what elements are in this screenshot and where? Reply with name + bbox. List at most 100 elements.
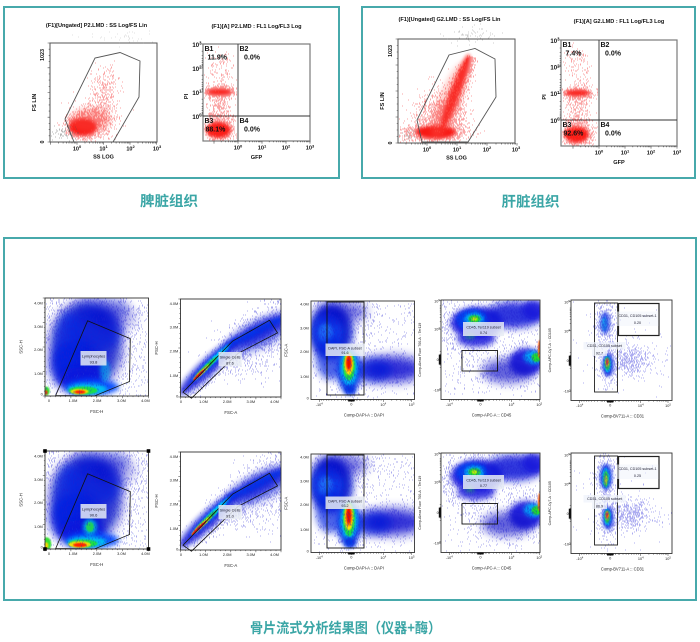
svg-text:-104: -104 <box>316 402 324 407</box>
svg-text:0: 0 <box>307 548 310 553</box>
svg-text:102: 102 <box>282 143 291 151</box>
svg-text:FS LIN: FS LIN <box>32 94 38 111</box>
svg-text:0: 0 <box>479 402 482 407</box>
svg-text:103: 103 <box>673 148 682 156</box>
svg-text:PI: PI <box>184 93 190 99</box>
svg-text:SS LOG: SS LOG <box>446 156 467 162</box>
svg-text:3.0M: 3.0M <box>300 326 309 331</box>
svg-text:SS LOG: SS LOG <box>93 155 114 161</box>
svg-text:100: 100 <box>550 117 560 125</box>
svg-text:2.0M: 2.0M <box>170 502 179 507</box>
svg-text:-104: -104 <box>316 555 324 560</box>
svg-text:-104: -104 <box>446 555 454 560</box>
svg-text:3.0M: 3.0M <box>117 398 126 403</box>
svg-text:0: 0 <box>176 393 179 398</box>
svg-text:91.6: 91.6 <box>341 351 348 355</box>
svg-text:3.0M: 3.0M <box>300 479 309 484</box>
svg-text:0: 0 <box>180 399 183 404</box>
svg-text:92.7: 92.7 <box>596 352 603 356</box>
svg-text:103: 103 <box>153 144 162 152</box>
svg-text:0: 0 <box>180 552 183 557</box>
svg-text:0: 0 <box>350 555 353 560</box>
svg-text:0.0%: 0.0% <box>244 127 261 134</box>
svg-text:0.74: 0.74 <box>480 331 487 335</box>
svg-text:0: 0 <box>41 391 44 396</box>
svg-text:SSC-H: SSC-H <box>19 340 24 353</box>
svg-text:(F1)[A] P2.LMD : FL1 Log/FL3 L: (F1)[A] P2.LMD : FL1 Log/FL3 Log <box>211 24 302 30</box>
svg-text:100: 100 <box>73 144 82 152</box>
svg-text:FSC-A: FSC-A <box>283 497 288 510</box>
svg-text:4.0M: 4.0M <box>34 300 43 305</box>
svg-text:CD31, CD105 subset-1: CD31, CD105 subset-1 <box>618 314 656 318</box>
svg-text:105: 105 <box>665 403 671 408</box>
svg-text:102: 102 <box>192 65 202 73</box>
svg-text:CD31, CD105 subset: CD31, CD105 subset <box>587 344 622 348</box>
svg-text:1.0M: 1.0M <box>34 524 43 529</box>
svg-text:0: 0 <box>437 510 440 515</box>
svg-text:1.0M: 1.0M <box>170 373 179 378</box>
svg-text:0: 0 <box>388 142 394 145</box>
svg-text:3.0M: 3.0M <box>34 477 43 482</box>
svg-text:4.0M: 4.0M <box>170 301 179 306</box>
svg-text:FSC-H: FSC-H <box>90 409 103 414</box>
svg-text:93.8: 93.8 <box>90 360 99 365</box>
svg-text:3.0M: 3.0M <box>34 324 43 329</box>
svg-text:B1: B1 <box>205 46 214 53</box>
svg-text:104: 104 <box>638 403 644 408</box>
svg-text:101: 101 <box>550 90 560 98</box>
svg-text:1.0M: 1.0M <box>300 527 309 532</box>
svg-text:102: 102 <box>126 144 135 152</box>
svg-text:2.0M: 2.0M <box>93 398 102 403</box>
svg-text:2.0M: 2.0M <box>223 399 232 404</box>
svg-text:1.0M: 1.0M <box>199 552 208 557</box>
svg-text:Comp-APC-A :: CD45: Comp-APC-A :: CD45 <box>472 566 512 571</box>
svg-text:Comp-DAPI-A :: DAPI: Comp-DAPI-A :: DAPI <box>344 566 384 571</box>
svg-text:104: 104 <box>509 402 515 407</box>
svg-text:4.0M: 4.0M <box>300 302 309 307</box>
svg-text:103: 103 <box>306 143 315 151</box>
svg-text:4.0M: 4.0M <box>270 552 279 557</box>
svg-text:4.0M: 4.0M <box>300 455 309 460</box>
svg-text:4.0M: 4.0M <box>270 399 279 404</box>
svg-text:101: 101 <box>258 143 267 151</box>
svg-text:104: 104 <box>434 326 440 331</box>
svg-text:1.0M: 1.0M <box>170 526 179 531</box>
svg-text:2.0M: 2.0M <box>34 500 43 505</box>
svg-text:1.0M: 1.0M <box>300 374 309 379</box>
svg-text:11.9%: 11.9% <box>208 55 228 62</box>
svg-text:0: 0 <box>40 141 46 144</box>
svg-text:105: 105 <box>409 555 415 560</box>
svg-text:100: 100 <box>192 113 202 121</box>
svg-text:PI: PI <box>542 94 548 100</box>
svg-text:3.0M: 3.0M <box>170 324 179 329</box>
svg-text:-103: -103 <box>564 388 572 393</box>
svg-text:Lymphocytes: Lymphocytes <box>82 354 105 359</box>
svg-text:0.0%: 0.0% <box>244 55 261 62</box>
svg-text:1.0M: 1.0M <box>34 371 43 376</box>
svg-text:105: 105 <box>536 555 542 560</box>
svg-text:Single Cells: Single Cells <box>219 355 240 360</box>
svg-text:-103: -103 <box>434 387 442 392</box>
svg-text:105: 105 <box>665 556 671 561</box>
svg-text:103: 103 <box>512 145 521 153</box>
svg-text:CD45, Ter119 subset: CD45, Ter119 subset <box>466 479 500 483</box>
svg-text:101: 101 <box>453 145 462 153</box>
svg-text:1.0M: 1.0M <box>199 399 208 404</box>
svg-text:105: 105 <box>536 402 542 407</box>
svg-text:0.0%: 0.0% <box>605 131 622 138</box>
svg-text:FS LIN: FS LIN <box>380 92 386 109</box>
svg-text:0: 0 <box>567 511 570 516</box>
svg-text:-104: -104 <box>576 556 584 561</box>
svg-text:88.1%: 88.1% <box>206 127 227 134</box>
svg-text:(F1)[A] G2.LMD : FL1 Log/FL3 L: (F1)[A] G2.LMD : FL1 Log/FL3 Log <box>574 19 665 25</box>
svg-text:-104: -104 <box>576 403 584 408</box>
svg-text:0: 0 <box>609 403 612 408</box>
svg-text:CD31, CD105 subset: CD31, CD105 subset <box>587 497 622 501</box>
svg-text:92.6%: 92.6% <box>564 131 585 138</box>
svg-text:90.6: 90.6 <box>90 513 99 518</box>
svg-text:2.0M: 2.0M <box>34 347 43 352</box>
svg-text:0: 0 <box>350 402 353 407</box>
svg-text:105: 105 <box>564 452 570 457</box>
svg-text:B2: B2 <box>601 42 610 49</box>
svg-text:Comp-DAPI-A :: DAPI: Comp-DAPI-A :: DAPI <box>344 413 384 418</box>
